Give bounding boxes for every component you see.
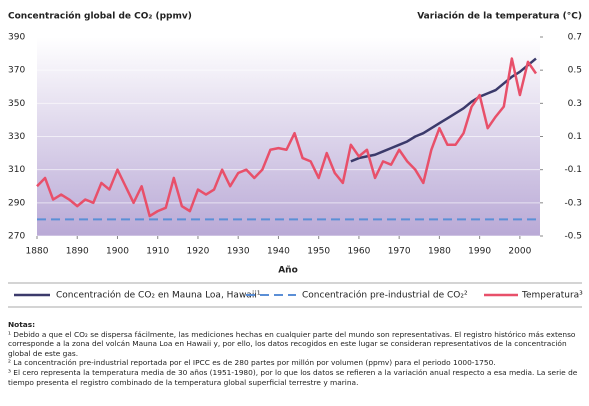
x-tick-label: 1910 [146,247,169,257]
x-tick-label: 1990 [468,247,491,257]
y-tick-label: 330 [8,132,25,142]
y2-tick-label: -0.3 [564,198,582,208]
note: ² La concentración pre-industrial report… [8,358,496,368]
x-tick-label: 1890 [66,247,89,257]
x-tick-label: 1900 [106,247,129,257]
x-tick-label: 1880 [26,247,49,257]
y-tick-label: 370 [8,66,25,76]
x-tick-label: 1980 [428,247,451,257]
y-tick-label: 270 [8,232,25,242]
legend-label: Temperatura³ [521,291,583,301]
y-tick-label: 350 [8,99,25,109]
legend-label: Concentración de CO₂ en Mauna Loa, Hawai… [56,290,261,301]
x-tick-label: 1930 [227,247,250,257]
note: ³ El cero representa la temperatura medi… [8,367,578,387]
y-tick-label: 310 [8,165,25,175]
series-line [36,57,538,218]
x-tick-label: 2000 [508,247,531,257]
x-tick-label: 1940 [267,247,290,257]
y2-tick-label: 0.7 [568,33,582,43]
chart: Concentración global de CO₂ (ppmv) Varia… [8,11,583,308]
legend-label: Concentración pre-industrial de CO₂² [302,290,468,301]
y-tick-label: 290 [8,198,25,208]
y2-tick-label: 0.3 [568,99,582,109]
y-tick-label: 390 [8,33,25,43]
x-tick-label: 1960 [347,247,370,257]
y2-tick-label: -0.1 [564,165,582,175]
notes-title: Notas: [8,320,36,329]
y2-tick-label: 0.1 [568,132,582,142]
y-axis-title: Concentración global de CO₂ (ppmv) [8,11,192,22]
y2-tick-label: 0.5 [568,66,582,76]
x-tick-label: 1950 [307,247,330,257]
series-line [350,57,537,163]
y2-axis-title: Variación de la temperatura (°C) [417,11,582,22]
notes: Notas: ¹ Debido a que el CO₂ se dispersa… [8,320,582,387]
x-tick-label: 1920 [187,247,210,257]
y2-tick-label: -0.5 [564,232,582,242]
x-tick-label: 1970 [388,247,411,257]
note: ¹ Debido a que el CO₂ se dispersa fácilm… [8,329,576,358]
x-axis-title: Año [278,266,298,276]
